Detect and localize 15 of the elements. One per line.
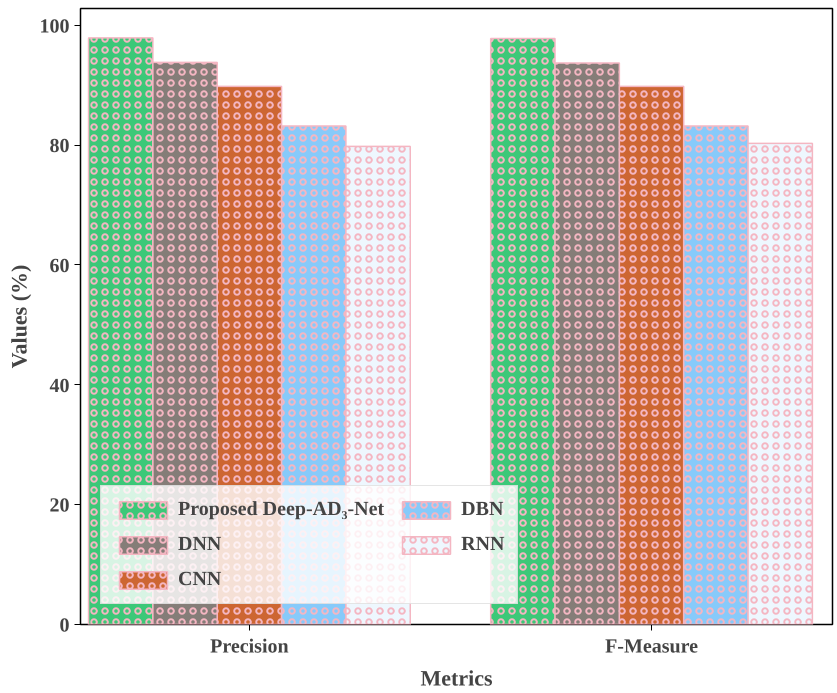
y-tick-label: 60 <box>50 254 70 277</box>
x-tick-label: F-Measure <box>605 636 698 658</box>
y-tick-label: 100 <box>40 15 70 38</box>
legend-label: DNN <box>178 533 222 556</box>
legend-label: Proposed Deep-AD₃-Net <box>178 498 384 521</box>
legend-label: RNN <box>461 533 504 556</box>
y-tick-label: 40 <box>50 374 70 397</box>
y-tick-label: 20 <box>50 494 70 517</box>
x-axis-title: Metrics <box>420 666 493 690</box>
y-axis-title: Values (%) <box>6 264 32 368</box>
legend-label: CNN <box>178 568 222 591</box>
legend-label: DBN <box>461 498 504 521</box>
y-tick-label: 0 <box>60 614 70 636</box>
x-tick-label: Precision <box>210 636 289 658</box>
y-tick-label: 80 <box>50 135 70 158</box>
